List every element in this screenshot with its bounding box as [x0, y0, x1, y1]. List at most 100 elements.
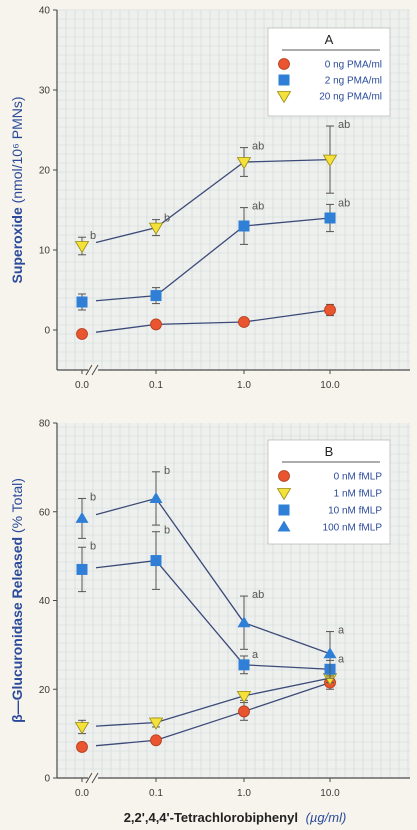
y-tick-label: 40	[39, 6, 51, 17]
axis-break-mark	[91, 364, 99, 376]
data-point	[75, 511, 89, 523]
panel-b-chart: 0 20 40 60 80 0.0 0.1 1.0 10.0 β—Glucuronidase Re…	[9, 419, 410, 799]
y-tick-label: 80	[39, 419, 51, 430]
data-point	[150, 555, 162, 567]
data-point	[148, 717, 164, 730]
y-axis-label-main: β—Glucuronidase Released	[9, 537, 25, 723]
y-tick-label: 30	[39, 86, 51, 97]
data-point	[148, 222, 164, 235]
legend-entry: 100 nM fMLP	[323, 523, 383, 534]
series-line	[95, 309, 331, 333]
legend-entry: 0 ng PMA/ml	[325, 60, 382, 71]
data-point	[238, 705, 250, 718]
significance-label: b	[90, 540, 96, 552]
data-point	[324, 212, 336, 224]
y-tick-label: 10	[39, 246, 51, 257]
x-tick-label: 1.0	[237, 380, 251, 391]
data-point	[236, 691, 252, 704]
x-tick-label: 0.0	[75, 788, 89, 799]
legend-title: B	[325, 444, 334, 459]
y-axis-label: Superoxide (nmol/10⁶ PMNs)	[9, 96, 25, 283]
legend-marker	[278, 58, 290, 70]
significance-label: ab	[338, 119, 350, 131]
legend-entry: 0 nM fMLP	[334, 472, 383, 483]
data-point	[323, 647, 337, 659]
data-point	[74, 241, 90, 254]
data-point	[324, 304, 336, 316]
significance-label: ab	[252, 589, 264, 601]
y-axis-label-unit: (nmol/10⁶ PMNs)	[9, 96, 25, 207]
significance-label: ab	[252, 141, 264, 153]
legend: B 0 nM fMLP 1 nM fMLP 10 nM fMLP 100 nM fMLP	[267, 439, 391, 545]
series-line	[95, 497, 331, 655]
y-tick-label: 20	[39, 685, 51, 696]
x-tick-label: 1.0	[237, 788, 251, 799]
axis-break-mark	[91, 772, 99, 784]
data-point	[149, 491, 163, 503]
legend-entry: 10 nM fMLP	[328, 506, 382, 517]
x-tick-label: 0.1	[149, 380, 163, 391]
significance-label: b	[90, 230, 96, 242]
legend-entry: 20 ng PMA/ml	[319, 92, 382, 103]
data-point	[150, 290, 162, 302]
legend-title: A	[325, 32, 334, 47]
grid	[56, 9, 410, 371]
legend-box	[267, 27, 391, 117]
series-line	[95, 158, 331, 244]
data-point	[236, 157, 252, 170]
significance-label: b	[164, 213, 170, 225]
x-tick-label: 10.0	[320, 788, 340, 799]
data-point	[322, 154, 338, 167]
x-axis-label-main: 2,2',4,4'-Tetrachlorobiphenyl	[124, 810, 298, 825]
series-line	[95, 681, 331, 747]
series-2-ng-pma-ml: ab ab	[76, 197, 350, 311]
significance-label: a	[252, 649, 259, 661]
data-point	[150, 734, 162, 747]
legend-marker	[277, 520, 291, 532]
y-tick-label: 40	[39, 596, 51, 607]
panel-a-chart: 0 10 20 30 40 0.0 0.1 1.0 10.0 Superoxide (nmol/1…	[9, 6, 410, 391]
legend-marker	[276, 91, 292, 104]
series-line	[95, 217, 331, 302]
y-axis-label-unit: (% Total)	[9, 478, 25, 537]
data-point	[150, 318, 162, 331]
significance-label: b	[164, 465, 170, 477]
y-axis-label-main: Superoxide	[9, 207, 25, 283]
x-axis-label: 2,2',4,4'-Tetrachlorobiphenyl (µg/ml)	[124, 810, 347, 825]
significance-label: ab	[338, 197, 350, 209]
series-line	[95, 677, 331, 727]
series-20-ng-pma-ml: b b ab ab	[74, 119, 350, 256]
x-axis-label-unit: (µg/ml)	[306, 810, 347, 825]
y-tick-label: 0	[44, 774, 50, 785]
axis-break-mark	[85, 364, 93, 376]
axis-break-mark	[85, 772, 93, 784]
x-tick-label: 0.1	[149, 788, 163, 799]
axis-break-gap	[88, 772, 98, 784]
significance-label: a	[338, 625, 345, 637]
data-point	[74, 722, 90, 735]
data-point	[238, 659, 250, 671]
significance-label: ab	[252, 201, 264, 213]
legend-marker	[278, 74, 290, 86]
data-point	[76, 296, 88, 308]
legend-marker	[278, 470, 290, 482]
significance-label: b	[90, 491, 96, 503]
data-point	[237, 616, 251, 628]
legend-entry: 1 nM fMLP	[334, 489, 383, 500]
data-point	[76, 741, 88, 753]
x-tick-label: 0.0	[75, 380, 89, 391]
y-tick-label: 60	[39, 507, 51, 518]
series-0-ng-pma-ml	[76, 303, 336, 340]
axis-break-gap	[88, 364, 98, 376]
legend-marker	[278, 504, 290, 516]
legend-marker	[276, 488, 292, 501]
data-point	[76, 563, 88, 575]
x-tick-label: 10.0	[320, 380, 340, 391]
y-axis-label: β—Glucuronidase Released (% Total)	[9, 478, 25, 723]
legend: A 0 ng PMA/ml 2 ng PMA/ml 20 ng PMA/ml	[267, 27, 391, 117]
significance-label: a	[338, 653, 345, 665]
data-point	[238, 220, 250, 232]
y-tick-label: 20	[39, 166, 51, 177]
